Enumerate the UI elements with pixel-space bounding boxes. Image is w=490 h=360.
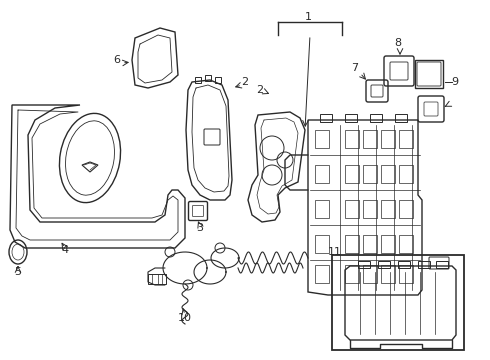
Bar [370,114,382,122]
Bar [315,165,329,183]
Bar [205,75,211,81]
Text: 8: 8 [394,38,402,48]
Bar [345,114,357,122]
Text: 1: 1 [304,12,312,22]
Bar [363,265,377,283]
Bar [363,130,377,148]
Bar [399,200,413,218]
Text: 3: 3 [196,223,203,233]
Text: 9: 9 [451,77,459,87]
Bar [398,261,410,268]
Bar [345,130,359,148]
Bar [381,165,395,183]
Bar [195,77,201,83]
Bar [345,235,359,253]
Bar [358,261,370,268]
Text: 2: 2 [256,85,264,95]
Bar [332,255,464,350]
Bar [381,235,395,253]
Bar [399,265,413,283]
Bar [381,200,395,218]
Bar [363,165,377,183]
Bar [415,60,443,88]
Bar [399,130,413,148]
Bar [363,235,377,253]
Bar [378,261,390,268]
Bar [395,114,407,122]
Bar [148,274,166,284]
Bar [345,265,359,283]
Bar [381,265,395,283]
Text: 6: 6 [114,55,121,65]
Bar [215,77,221,83]
Bar [399,235,413,253]
Text: 7: 7 [351,63,359,73]
Text: 5: 5 [15,267,22,277]
Bar [315,130,329,148]
Bar [345,165,359,183]
Text: 10: 10 [178,313,192,323]
Text: 11: 11 [328,247,342,257]
Bar [315,235,329,253]
Bar [399,165,413,183]
Bar [381,130,395,148]
Bar [315,200,329,218]
Bar [320,114,332,122]
Bar [418,261,430,268]
Text: 4: 4 [61,245,69,255]
Bar [345,200,359,218]
Text: 2: 2 [242,77,248,87]
Bar [315,265,329,283]
Bar [363,200,377,218]
Bar [436,261,448,268]
